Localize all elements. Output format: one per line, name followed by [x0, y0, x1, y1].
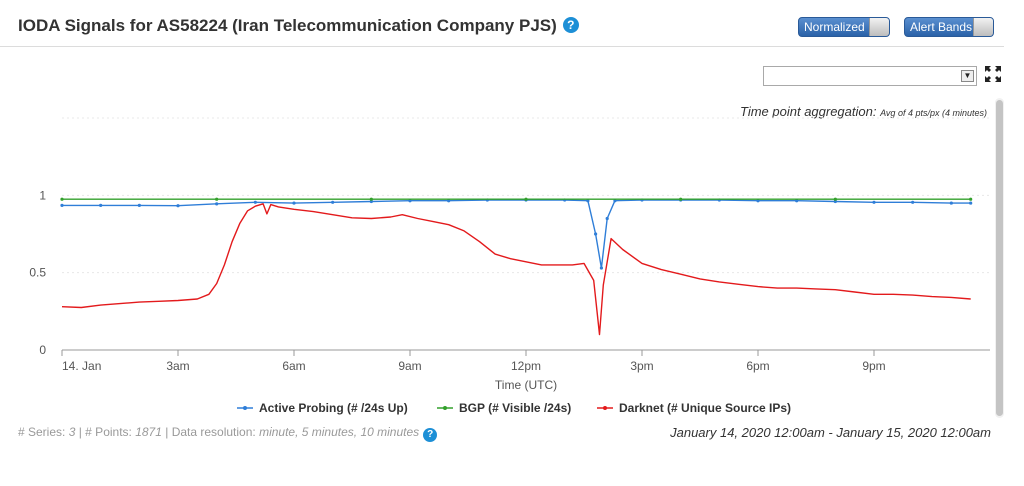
data-point	[60, 203, 64, 207]
fullscreen-icon[interactable]	[984, 65, 1002, 83]
aggregation-label: Time point aggregation:	[740, 104, 877, 119]
data-point	[679, 197, 683, 201]
legend-marker	[443, 406, 447, 410]
data-point	[613, 199, 617, 203]
legend-item: Active Probing (# /24s Up)	[237, 401, 408, 415]
data-point	[605, 216, 609, 221]
legend-marker	[603, 406, 607, 410]
series-1	[60, 198, 973, 270]
y-tick-label: 0	[39, 343, 46, 357]
aggregation-info: Time point aggregation: Avg of 4 pts/px …	[740, 104, 987, 119]
normalized-toggle-label: Normalized	[804, 20, 865, 34]
points-count: 1871	[135, 425, 162, 439]
data-point	[756, 199, 760, 203]
aggregation-value-text: Avg of 4 pts/px (	[880, 108, 945, 118]
x-tick-label: 6pm	[746, 359, 769, 373]
data-point	[795, 199, 799, 203]
aggregation-value-end: )	[984, 108, 987, 118]
data-point	[949, 201, 953, 205]
alert-bands-toggle-label: Alert Bands	[910, 20, 973, 34]
data-point	[599, 266, 604, 270]
legend-label: Darknet (# Unique Source IPs)	[619, 401, 791, 415]
legend-item: BGP (# Visible /24s)	[437, 401, 571, 415]
data-point	[369, 197, 373, 201]
series-2	[60, 197, 973, 201]
data-point	[99, 203, 103, 207]
data-point	[253, 200, 257, 204]
scrollbar-thumb[interactable]	[996, 100, 1003, 416]
help-icon[interactable]: ?	[562, 17, 579, 33]
legend-marker	[243, 406, 247, 410]
x-tick-label: 12pm	[511, 359, 541, 373]
series-line	[61, 203, 971, 336]
data-point	[447, 199, 451, 203]
x-tick-label: 3pm	[630, 359, 653, 373]
help-icon[interactable]: ?	[423, 428, 438, 442]
series-3	[61, 203, 971, 336]
data-point	[215, 197, 219, 201]
y-tick-label: 1	[39, 188, 46, 202]
series-count-label: # Series:	[18, 425, 69, 439]
data-point	[833, 197, 837, 201]
aggregation-value-em: 4 minutes	[944, 108, 984, 118]
data-point	[524, 197, 528, 201]
toggle-knob	[869, 18, 889, 36]
dropdown-arrow-icon[interactable]: ▼	[961, 70, 974, 82]
legend-label: Active Probing (# /24s Up)	[259, 401, 408, 415]
data-point	[969, 201, 973, 205]
data-point	[586, 199, 590, 203]
data-point	[969, 197, 973, 201]
data-point	[176, 204, 180, 208]
resolution-value: minute, 5 minutes, 10 minutes	[259, 425, 420, 439]
page-title-text: IODA Signals for AS58224 (Iran Telecommu…	[18, 16, 557, 35]
data-point	[137, 203, 141, 207]
alert-bands-toggle[interactable]: Alert Bands	[904, 17, 994, 37]
x-tick-label: 9am	[398, 359, 421, 373]
data-point	[833, 199, 837, 204]
aggregation-value: Avg of 4 pts/px (4 minutes)	[880, 108, 987, 118]
resolution-label: | Data resolution:	[161, 425, 260, 439]
data-point	[215, 202, 219, 206]
series-line	[62, 199, 971, 269]
data-point	[408, 199, 412, 203]
data-point	[331, 200, 335, 204]
series-count: 3	[68, 425, 76, 439]
points-count-label: | # Points:	[75, 425, 136, 439]
signal-select[interactable]: ▼	[763, 66, 977, 86]
x-tick-label: 14. Jan	[62, 359, 101, 373]
normalized-toggle[interactable]: Normalized	[798, 17, 890, 37]
data-point	[911, 200, 915, 204]
page-title: IODA Signals for AS58224 (Iran Telecommu…	[18, 16, 579, 36]
data-point	[292, 201, 296, 205]
data-point	[369, 199, 373, 204]
x-tick-label: 3am	[166, 359, 189, 373]
date-range: January 14, 2020 12:00am - January 15, 2…	[670, 425, 991, 440]
y-tick-label: 0.5	[29, 266, 46, 280]
legend-item: Darknet (# Unique Source IPs)	[597, 401, 791, 415]
toggle-knob	[973, 18, 993, 36]
header: IODA Signals for AS58224 (Iran Telecommu…	[0, 0, 1004, 47]
data-point	[872, 200, 876, 204]
data-point	[594, 232, 598, 236]
x-tick-label: 9pm	[862, 359, 885, 373]
x-axis-title: Time (UTC)	[495, 378, 557, 392]
data-point	[60, 197, 64, 201]
legend-label: BGP (# Visible /24s)	[459, 401, 571, 415]
chart-stats: # Series: 3 | # Points: 1871 | Data reso…	[18, 425, 438, 442]
x-tick-label: 6am	[282, 359, 305, 373]
